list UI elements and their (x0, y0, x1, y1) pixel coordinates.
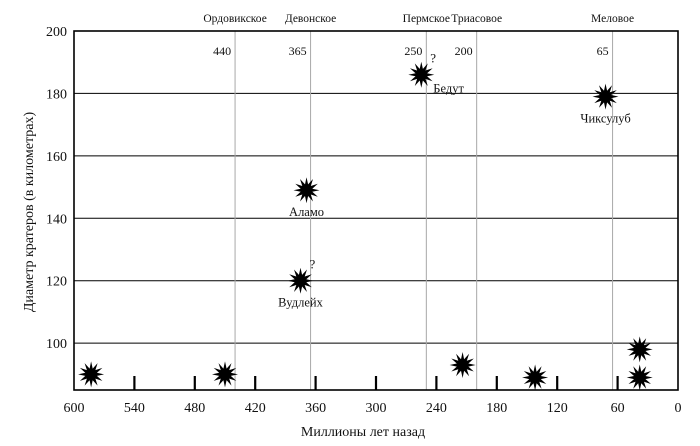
x-tick-labels: 600 540 480 420 360 300 240 180 120 60 0 (64, 401, 682, 416)
y-tick-label: 100 (46, 337, 67, 352)
extinction-name: Триасовое (451, 13, 502, 25)
crater-label: Чиксулуб (580, 112, 630, 126)
crater-marker (78, 361, 105, 388)
crater-marker (626, 336, 653, 363)
extinction-age: 65 (597, 44, 609, 58)
extinction-age: 365 (289, 44, 307, 58)
extinction-name: Ордовикское (203, 13, 267, 25)
x-tick-label: 120 (547, 401, 568, 416)
crater-marker (408, 61, 435, 88)
x-tick-label: 480 (184, 401, 205, 416)
extinction-age: 250 (404, 44, 422, 58)
extinction-labels: Ордовикское 440 Девонское 365 Пермское 250 Три… (203, 13, 634, 58)
extinction-age: 200 (455, 44, 473, 58)
x-tick-label: 60 (611, 401, 625, 416)
grid-lines (74, 30, 678, 344)
y-tick-label: 160 (46, 150, 67, 165)
uncertain-mark: ? (310, 257, 316, 272)
x-tick-label: 600 (64, 401, 85, 416)
crater-label: Вудлейх (278, 296, 323, 310)
extinction-age: 440 (213, 44, 231, 58)
x-tick-label: 540 (124, 401, 145, 416)
x-tick-label: 360 (305, 401, 326, 416)
x-tick-label: 0 (675, 401, 682, 416)
extinction-name: Пермское (403, 13, 450, 25)
y-tick-label: 200 (46, 25, 67, 40)
extinction-name: Меловое (591, 13, 634, 25)
crater-marker (287, 267, 314, 294)
x-tick-label: 300 (366, 401, 387, 416)
x-tick-label: 240 (426, 401, 447, 416)
uncertain-mark: ? (430, 51, 436, 66)
crater-marker (449, 352, 476, 378)
plot-frame (73, 30, 679, 391)
crater-marker (293, 177, 320, 204)
crater-marker (212, 361, 238, 388)
extinction-lines (234, 31, 614, 390)
crater-label: Бедут (433, 82, 464, 96)
crater-marker (592, 83, 619, 110)
y-axis-title: Диаметр кратеров (в километрах) (22, 112, 37, 313)
y-tick-labels: 100 120 140 160 180 200 (46, 25, 67, 352)
x-axis-title: Миллионы лет назад (301, 425, 425, 440)
crater-marker (626, 364, 653, 391)
crater-markers: ? Вудлейх Аламо? Бедут Чиксулуб (78, 51, 653, 391)
x-tick-label: 420 (245, 401, 266, 416)
crater-label: Аламо (289, 205, 324, 219)
crater-marker (522, 364, 549, 391)
x-ticks (133, 376, 619, 390)
extinction-name: Девонское (285, 13, 336, 25)
y-tick-label: 140 (46, 212, 67, 227)
y-tick-label: 120 (46, 275, 67, 290)
y-tick-label: 180 (46, 87, 67, 102)
x-tick-label: 180 (486, 401, 507, 416)
